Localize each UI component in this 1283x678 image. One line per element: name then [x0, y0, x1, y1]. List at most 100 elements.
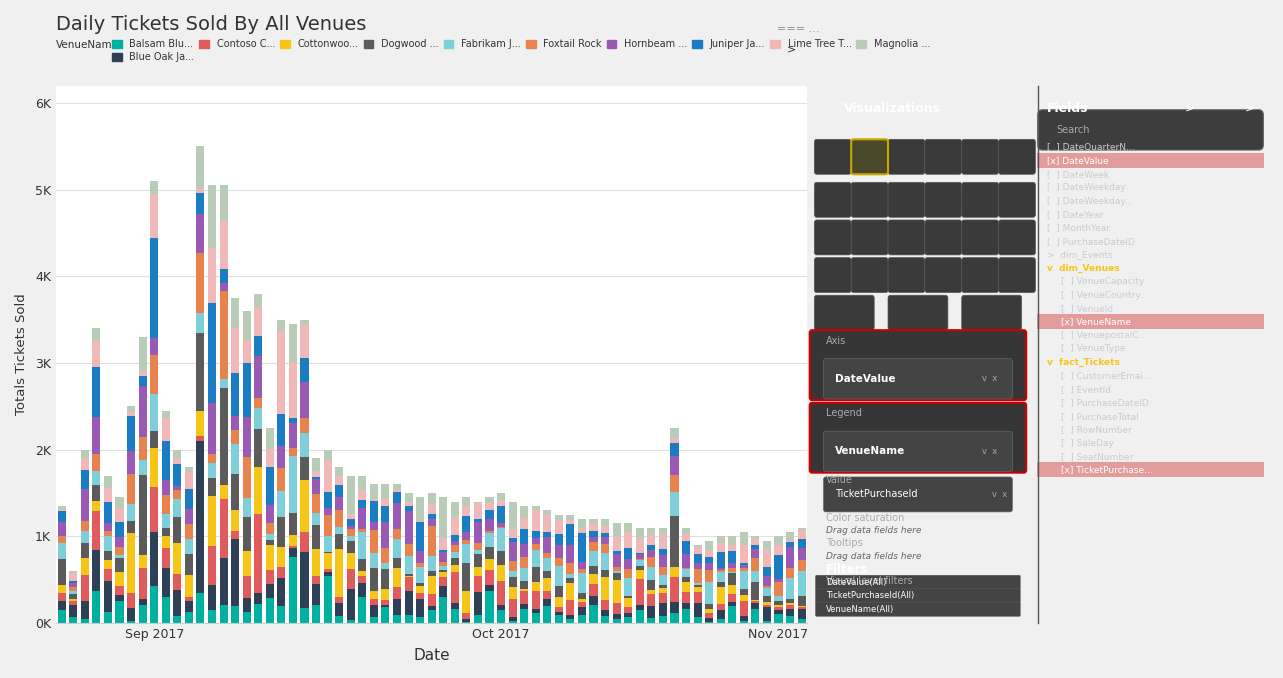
- Bar: [729, 602, 736, 606]
- Bar: [127, 521, 135, 533]
- Bar: [577, 534, 586, 561]
- FancyBboxPatch shape: [851, 182, 888, 217]
- Bar: [219, 388, 227, 485]
- Bar: [706, 618, 713, 622]
- Bar: [439, 498, 448, 538]
- Bar: [648, 545, 656, 550]
- Bar: [473, 567, 482, 576]
- Bar: [173, 464, 181, 486]
- Bar: [104, 476, 112, 488]
- Bar: [473, 503, 482, 519]
- Bar: [381, 569, 390, 589]
- Bar: [636, 559, 644, 560]
- Bar: [439, 538, 448, 549]
- Bar: [277, 517, 285, 546]
- Bar: [416, 586, 425, 593]
- Bar: [485, 498, 494, 503]
- Text: Daily Tickets Sold By All Venues: Daily Tickets Sold By All Venues: [56, 15, 367, 34]
- Bar: [370, 530, 378, 553]
- Text: DateValue: DateValue: [835, 374, 896, 384]
- Bar: [450, 545, 459, 552]
- Bar: [648, 567, 656, 580]
- Bar: [427, 606, 436, 610]
- Bar: [173, 490, 181, 499]
- Bar: [600, 610, 609, 616]
- Bar: [69, 582, 77, 587]
- Bar: [393, 599, 402, 615]
- Bar: [277, 491, 285, 517]
- Bar: [115, 508, 123, 522]
- Bar: [462, 619, 471, 622]
- Bar: [196, 214, 204, 253]
- Bar: [717, 552, 725, 567]
- Bar: [752, 582, 760, 600]
- Bar: [427, 595, 436, 606]
- Bar: [775, 597, 783, 601]
- Bar: [717, 610, 725, 619]
- Bar: [393, 586, 402, 599]
- Bar: [508, 538, 517, 542]
- Bar: [554, 586, 563, 597]
- Bar: [150, 487, 158, 532]
- Bar: [127, 451, 135, 474]
- Bar: [775, 605, 783, 607]
- Bar: [312, 479, 319, 494]
- Bar: [150, 448, 158, 487]
- Bar: [520, 604, 529, 610]
- Bar: [786, 542, 794, 547]
- Text: Fields: Fields: [1047, 102, 1088, 115]
- Bar: [543, 558, 552, 572]
- Bar: [393, 529, 402, 539]
- Text: v  x: v x: [983, 447, 998, 456]
- Bar: [335, 467, 344, 476]
- FancyBboxPatch shape: [851, 258, 888, 292]
- Bar: [577, 519, 586, 530]
- Bar: [763, 596, 771, 602]
- FancyBboxPatch shape: [925, 258, 962, 292]
- FancyBboxPatch shape: [962, 139, 998, 174]
- Bar: [115, 555, 123, 558]
- Bar: [636, 527, 644, 539]
- Bar: [706, 622, 713, 623]
- Bar: [508, 561, 517, 571]
- Bar: [462, 563, 471, 591]
- Bar: [81, 470, 89, 490]
- Bar: [208, 546, 216, 585]
- Bar: [589, 537, 598, 542]
- Bar: [612, 523, 621, 536]
- Bar: [416, 523, 425, 551]
- Bar: [671, 567, 679, 578]
- Bar: [566, 520, 575, 524]
- FancyBboxPatch shape: [1038, 110, 1264, 150]
- Bar: [266, 540, 273, 545]
- Bar: [659, 527, 667, 534]
- Bar: [323, 460, 332, 492]
- Text: [  ] DateWeekday: [ ] DateWeekday: [1047, 183, 1125, 192]
- Bar: [150, 338, 158, 355]
- Bar: [416, 599, 425, 617]
- Bar: [139, 437, 146, 460]
- Bar: [566, 515, 575, 520]
- Bar: [600, 544, 609, 553]
- Bar: [671, 492, 679, 516]
- Bar: [404, 511, 413, 544]
- Bar: [104, 523, 112, 531]
- Bar: [162, 480, 169, 495]
- Bar: [404, 591, 413, 615]
- Bar: [694, 587, 702, 592]
- Bar: [798, 609, 806, 619]
- FancyBboxPatch shape: [925, 139, 962, 174]
- Bar: [58, 536, 65, 543]
- Bar: [520, 589, 529, 591]
- Bar: [600, 578, 609, 600]
- Bar: [162, 536, 169, 548]
- Text: >: >: [1245, 102, 1256, 115]
- Bar: [381, 521, 390, 548]
- Bar: [162, 514, 169, 528]
- Text: TicketPurchaseId: TicketPurchaseId: [835, 489, 917, 499]
- Bar: [740, 595, 748, 601]
- Bar: [208, 478, 216, 496]
- Bar: [370, 498, 378, 501]
- Bar: [508, 599, 517, 617]
- Text: [  ] DateQuarterN...: [ ] DateQuarterN...: [1047, 143, 1134, 152]
